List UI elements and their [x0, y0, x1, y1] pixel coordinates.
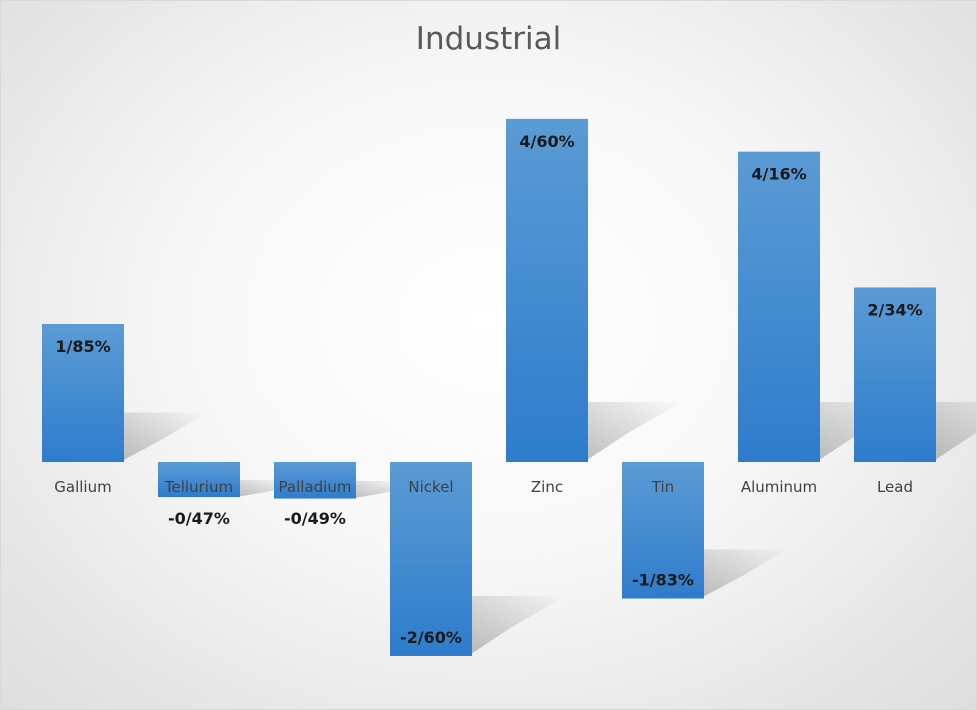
- category-label: Palladium: [279, 478, 352, 496]
- bar-aluminum: [738, 151, 820, 462]
- bar-shadow: [468, 595, 566, 656]
- bar-shadow: [816, 402, 914, 462]
- data-label: -1/83%: [632, 571, 694, 590]
- bar-shadow: [584, 402, 682, 462]
- data-label: 4/16%: [751, 165, 806, 184]
- category-label: Aluminum: [741, 478, 817, 496]
- data-labels: 1/85% -0/47% -0/49% -2/60% 4/60% -1/83% 4/16% 2…: [55, 132, 922, 647]
- category-label: Zinc: [531, 478, 563, 496]
- bar-tin: [622, 462, 704, 599]
- category-label: Tellurium: [164, 478, 233, 496]
- data-label: -0/49%: [284, 509, 346, 528]
- data-label: -0/47%: [168, 509, 230, 528]
- bar-shadow: [120, 412, 208, 462]
- category-label: Tin: [651, 478, 674, 496]
- bar-lead: [854, 287, 936, 462]
- chart-title: Industrial: [415, 21, 562, 57]
- bar-gallium: [42, 323, 124, 462]
- data-label: 2/34%: [867, 300, 922, 319]
- category-label: Lead: [877, 478, 913, 496]
- bars: [42, 118, 936, 656]
- bar-shadow: [932, 402, 976, 462]
- bar-shadow: [700, 549, 788, 599]
- bar-zinc: [506, 118, 588, 462]
- bar-palladium: [274, 462, 356, 499]
- data-label: -2/60%: [400, 628, 462, 647]
- bar-nickel: [390, 462, 472, 656]
- category-label: Gallium: [54, 478, 111, 496]
- category-labels: Gallium Tellurium Palladium Nickel Zinc Tin Al…: [54, 478, 913, 496]
- bar-tellurium: [158, 462, 240, 498]
- data-label: 4/60%: [519, 132, 574, 151]
- category-label: Nickel: [408, 478, 453, 496]
- data-label: 1/85%: [55, 337, 110, 356]
